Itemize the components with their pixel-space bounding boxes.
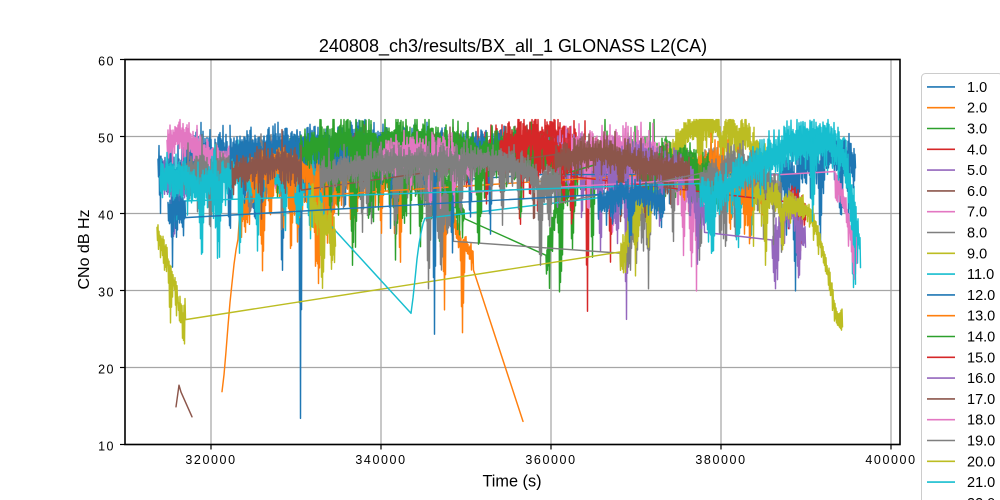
svg-text:10: 10	[98, 440, 115, 454]
svg-text:20.0: 20.0	[967, 454, 995, 470]
svg-text:12.0: 12.0	[967, 288, 995, 304]
svg-text:4.0: 4.0	[967, 142, 987, 158]
svg-text:CNo dB Hz: CNo dB Hz	[76, 209, 93, 289]
svg-text:7.0: 7.0	[967, 205, 987, 221]
svg-text:50: 50	[98, 132, 115, 146]
svg-text:11.0: 11.0	[967, 267, 994, 283]
svg-text:9.0: 9.0	[967, 246, 987, 262]
svg-text:17.0: 17.0	[967, 392, 995, 408]
svg-text:320000: 320000	[185, 453, 236, 467]
svg-text:3.0: 3.0	[967, 122, 987, 138]
svg-text:2.0: 2.0	[967, 101, 987, 117]
svg-text:40: 40	[98, 209, 115, 223]
svg-text:6.0: 6.0	[967, 184, 987, 200]
svg-text:15.0: 15.0	[967, 350, 995, 366]
svg-text:380000: 380000	[695, 453, 746, 467]
svg-text:8.0: 8.0	[967, 226, 987, 242]
svg-text:18.0: 18.0	[967, 413, 995, 429]
svg-text:240808_ch3/results/BX_all_1 GL: 240808_ch3/results/BX_all_1 GLONASS L2(C…	[319, 36, 707, 57]
svg-text:340000: 340000	[355, 453, 406, 467]
svg-text:13.0: 13.0	[967, 309, 995, 325]
svg-text:30: 30	[98, 286, 115, 300]
svg-text:360000: 360000	[525, 453, 576, 467]
svg-text:1.0: 1.0	[967, 80, 987, 96]
svg-text:5.0: 5.0	[967, 163, 987, 179]
svg-text:19.0: 19.0	[967, 434, 995, 450]
svg-text:22.0: 22.0	[967, 496, 995, 500]
svg-text:16.0: 16.0	[967, 371, 995, 387]
svg-text:21.0: 21.0	[967, 475, 995, 491]
svg-text:Time (s): Time (s)	[482, 473, 541, 491]
svg-text:400000: 400000	[865, 453, 916, 467]
svg-text:14.0: 14.0	[967, 330, 995, 346]
svg-text:60: 60	[98, 55, 115, 69]
svg-text:20: 20	[98, 363, 115, 377]
